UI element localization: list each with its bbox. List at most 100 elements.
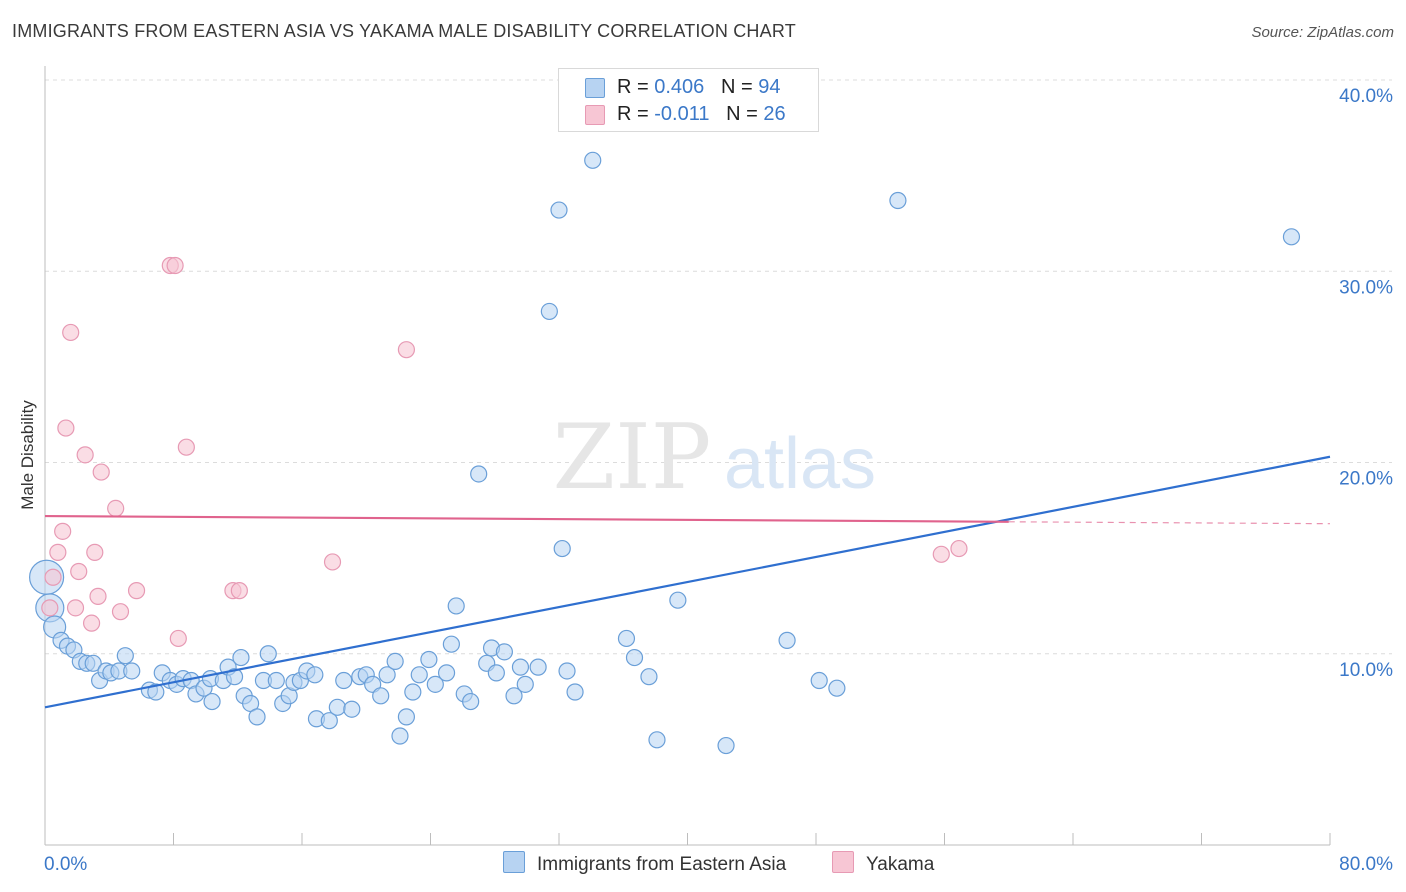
zipatlas-watermark: ZIP atlas — [553, 405, 876, 510]
point-yakama-2 — [49, 543, 67, 561]
point-yakama-9 — [82, 614, 101, 632]
point-eastern-asia-79 — [617, 629, 636, 648]
point-yakama-7 — [70, 562, 88, 581]
point-eastern-asia-85 — [778, 631, 796, 649]
y-tick-label-30: 30.0% — [1339, 277, 1393, 298]
bottom-legend-label-eastern-asia: Immigrants from Eastern Asia — [537, 854, 787, 875]
correlation-legend: R = 0.406 N = 94 R = -0.011 N = 26 — [558, 68, 819, 132]
point-eastern-asia-86 — [810, 671, 828, 690]
point-eastern-asia-32 — [248, 708, 266, 726]
point-eastern-asia-53 — [391, 727, 409, 745]
legend-swatch-blue — [585, 78, 605, 98]
point-eastern-asia-28 — [225, 668, 244, 686]
point-yakama-24 — [932, 545, 950, 563]
point-yakama-8 — [76, 446, 94, 464]
point-eastern-asia-13 — [116, 647, 134, 665]
watermark-atlas: atlas — [724, 424, 876, 504]
y-tick-label-40: 40.0% — [1339, 86, 1393, 107]
point-eastern-asia-25 — [203, 692, 221, 711]
bottom-legend-eastern-asia: Immigrants from Eastern Asia — [503, 851, 786, 876]
point-eastern-asia-50 — [372, 687, 390, 705]
point-eastern-asia-77 — [566, 683, 584, 701]
n-value-yakama: 26 — [763, 103, 786, 125]
trendline-eastern-asia — [44, 455, 1331, 709]
point-eastern-asia-75 — [553, 539, 571, 558]
point-yakama-10 — [86, 543, 104, 561]
point-yakama-6 — [66, 599, 85, 617]
n-label: N = — [726, 103, 758, 125]
x-tick-label-80: 80.0% — [1339, 854, 1393, 875]
point-eastern-asia-67 — [487, 664, 505, 682]
point-yakama-1 — [44, 568, 62, 586]
point-eastern-asia-34 — [259, 645, 277, 663]
point-eastern-asia-87 — [828, 679, 846, 697]
tick-labels: 10.0% 20.0% 30.0% 40.0% 0.0% 80.0% — [44, 86, 1393, 875]
point-eastern-asia-54 — [397, 708, 416, 726]
point-eastern-asia-72 — [529, 658, 547, 676]
point-eastern-asia-64 — [470, 465, 488, 483]
point-eastern-asia-16 — [147, 683, 165, 701]
point-eastern-asia-88 — [889, 191, 907, 210]
point-eastern-asia-56 — [410, 666, 428, 684]
point-eastern-asia-60 — [442, 635, 460, 653]
point-eastern-asia-58 — [426, 675, 444, 693]
bottom-legend-label-yakama: Yakama — [866, 854, 935, 875]
legend-swatch-pink — [585, 105, 605, 125]
point-eastern-asia-73 — [540, 302, 558, 321]
point-eastern-asia-44 — [328, 698, 346, 716]
x-tick-label-0: 0.0% — [44, 854, 87, 875]
gridlines — [45, 79, 1392, 655]
point-yakama-12 — [92, 463, 110, 481]
point-eastern-asia-43 — [320, 712, 338, 730]
point-yakama-23 — [397, 341, 416, 359]
series-yakama-points — [41, 256, 968, 648]
bottom-legend-yakama: Yakama — [832, 851, 934, 876]
point-eastern-asia-71 — [516, 675, 534, 693]
point-eastern-asia-70 — [511, 658, 530, 676]
point-yakama-21 — [230, 582, 248, 600]
point-eastern-asia-41 — [306, 666, 324, 684]
point-yakama-5 — [62, 323, 80, 342]
trendlines — [44, 455, 1331, 709]
point-yakama-13 — [107, 499, 125, 517]
n-label: N = — [720, 76, 753, 98]
point-eastern-asia-29 — [232, 648, 250, 667]
point-eastern-asia-57 — [420, 650, 438, 669]
point-eastern-asia-51 — [378, 666, 396, 684]
series-eastern-asia-points — [29, 151, 1301, 755]
point-yakama-3 — [54, 522, 72, 540]
point-eastern-asia-46 — [343, 700, 361, 718]
point-yakama-25 — [950, 539, 968, 558]
point-eastern-asia-69 — [505, 687, 523, 705]
point-yakama-15 — [127, 582, 146, 600]
point-eastern-asia-74 — [550, 201, 568, 219]
point-eastern-asia-55 — [404, 683, 422, 701]
n-value-eastern-asia: 94 — [758, 76, 781, 98]
y-axis-label: Male Disability — [18, 400, 37, 510]
point-eastern-asia-82 — [648, 731, 666, 749]
trendline-yakama-dashed — [1008, 521, 1331, 525]
point-eastern-asia-52 — [386, 652, 404, 671]
point-yakama-4 — [57, 419, 75, 437]
point-yakama-19 — [177, 438, 195, 456]
bottom-legend-swatch-pink — [832, 851, 854, 873]
y-tick-label-10: 10.0% — [1339, 660, 1393, 681]
watermark-zip: ZIP — [553, 405, 712, 510]
trendline-yakama-solid — [44, 514, 1009, 523]
point-eastern-asia-81 — [640, 668, 658, 686]
point-yakama-0 — [41, 599, 59, 617]
point-eastern-asia-84 — [717, 736, 735, 755]
r-value-yakama: -0.011 — [654, 103, 710, 125]
point-yakama-17 — [166, 256, 184, 275]
point-eastern-asia-80 — [625, 648, 644, 667]
point-eastern-asia-83 — [669, 591, 687, 609]
point-yakama-18 — [169, 629, 187, 648]
point-eastern-asia-8 — [84, 654, 102, 672]
source-credit: Source: ZipAtlas.com — [1251, 24, 1394, 41]
point-yakama-22 — [323, 553, 342, 571]
chart-title: IMMIGRANTS FROM EASTERN ASIA VS YAKAMA M… — [12, 21, 796, 41]
r-label: R = — [617, 103, 649, 125]
r-value-eastern-asia: 0.406 — [654, 76, 705, 98]
point-eastern-asia-45 — [335, 671, 353, 690]
